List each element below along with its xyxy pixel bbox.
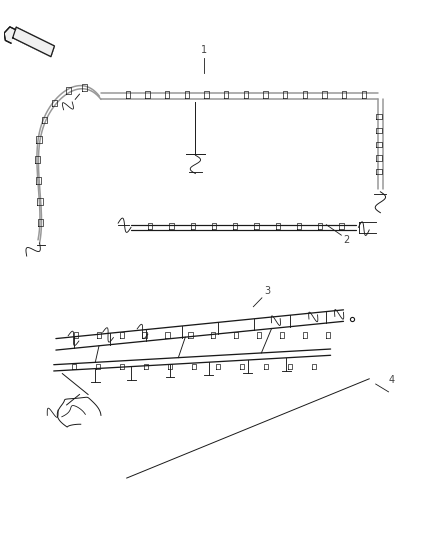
Polygon shape	[13, 27, 54, 56]
Text: 3: 3	[264, 286, 270, 296]
Polygon shape	[4, 27, 15, 43]
Text: 2: 2	[343, 235, 350, 245]
Text: 4: 4	[389, 375, 395, 385]
Text: 1: 1	[201, 45, 207, 55]
